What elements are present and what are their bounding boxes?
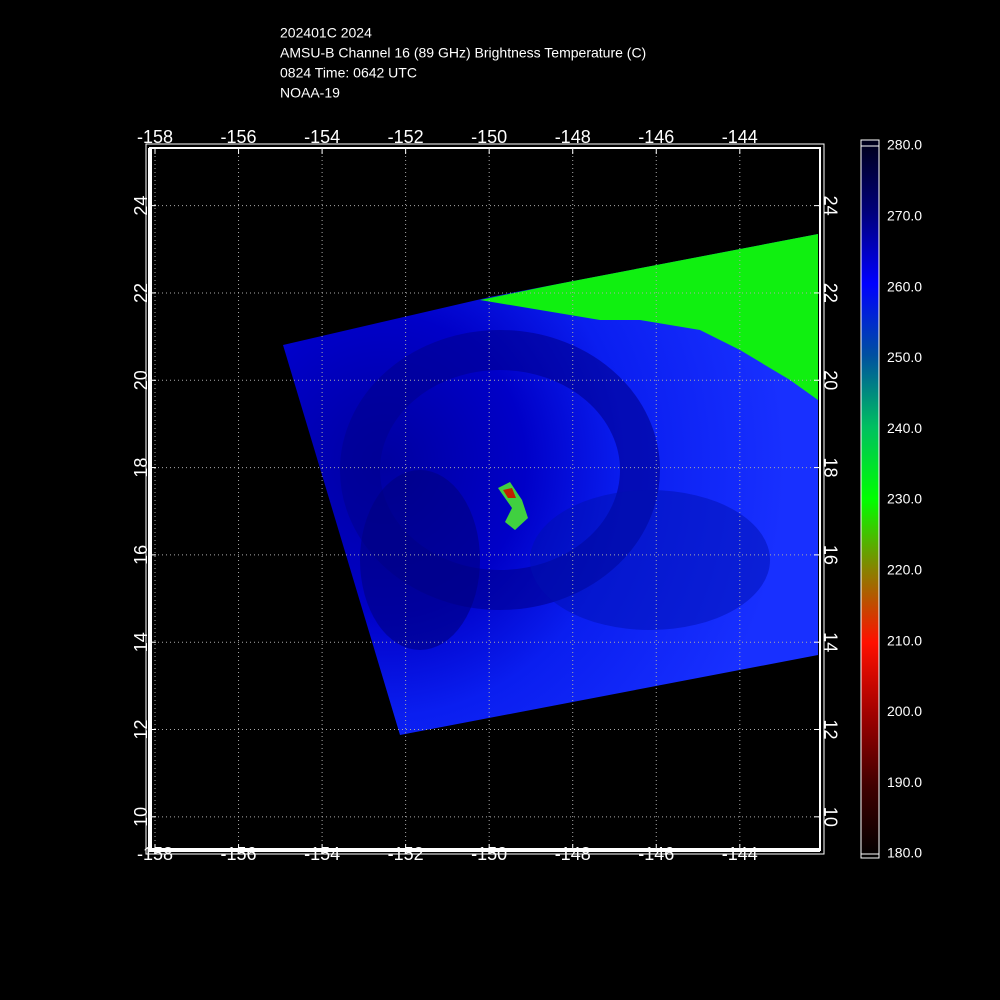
x-tick-label: -148	[555, 844, 591, 864]
y-tick-label: 20	[131, 370, 151, 390]
y-tick-label: 18	[820, 458, 840, 478]
x-tick-label: -148	[555, 127, 591, 147]
colorbar-label: 260.0	[887, 278, 922, 294]
x-tick-label: -154	[304, 844, 340, 864]
x-tick-label: -156	[221, 127, 257, 147]
y-tick-label: 12	[131, 719, 151, 739]
y-tick-label: 22	[131, 283, 151, 303]
y-tick-label: 14	[131, 632, 151, 652]
x-tick-label: -152	[388, 844, 424, 864]
header-line: 202401C 2024	[280, 25, 372, 41]
y-tick-label: 18	[131, 458, 151, 478]
y-tick-label: 24	[820, 196, 840, 216]
y-tick-label: 14	[820, 632, 840, 652]
x-tick-label: -150	[471, 844, 507, 864]
x-tick-label: -144	[722, 127, 758, 147]
header-line: 0824 Time: 0642 UTC	[280, 65, 417, 81]
colorbar-label: 270.0	[887, 208, 922, 224]
colorbar-label: 230.0	[887, 491, 922, 507]
y-tick-label: 10	[131, 807, 151, 827]
y-tick-label: 16	[131, 545, 151, 565]
colorbar-label: 190.0	[887, 774, 922, 790]
x-tick-label: -156	[221, 844, 257, 864]
y-tick-label: 20	[820, 370, 840, 390]
y-tick-label: 16	[820, 545, 840, 565]
colorbar-label: 240.0	[887, 420, 922, 436]
colorbar-label: 210.0	[887, 632, 922, 648]
x-tick-label: -144	[722, 844, 758, 864]
map-frame-outer	[145, 143, 825, 855]
x-tick-label: -158	[137, 844, 173, 864]
colorbar-label: 200.0	[887, 703, 922, 719]
y-tick-label: 12	[820, 719, 840, 739]
header-line: NOAA-19	[280, 85, 340, 101]
colorbar-label: 280.0	[887, 137, 922, 153]
colorbar-label: 180.0	[887, 845, 922, 861]
colorbar-label: 250.0	[887, 349, 922, 365]
y-tick-label: 24	[131, 196, 151, 216]
header-line: AMSU-B Channel 16 (89 GHz) Brightness Te…	[280, 45, 646, 61]
x-tick-label: -154	[304, 127, 340, 147]
x-tick-label: -158	[137, 127, 173, 147]
x-tick-label: -150	[471, 127, 507, 147]
x-tick-label: -146	[638, 844, 674, 864]
y-tick-label: 22	[820, 283, 840, 303]
swath-image	[283, 234, 818, 735]
x-tick-label: -152	[388, 127, 424, 147]
x-tick-label: -146	[638, 127, 674, 147]
eye-feature	[498, 482, 528, 530]
colorbar-label: 220.0	[887, 562, 922, 578]
y-tick-label: 10	[820, 807, 840, 827]
colorbar	[860, 139, 880, 859]
